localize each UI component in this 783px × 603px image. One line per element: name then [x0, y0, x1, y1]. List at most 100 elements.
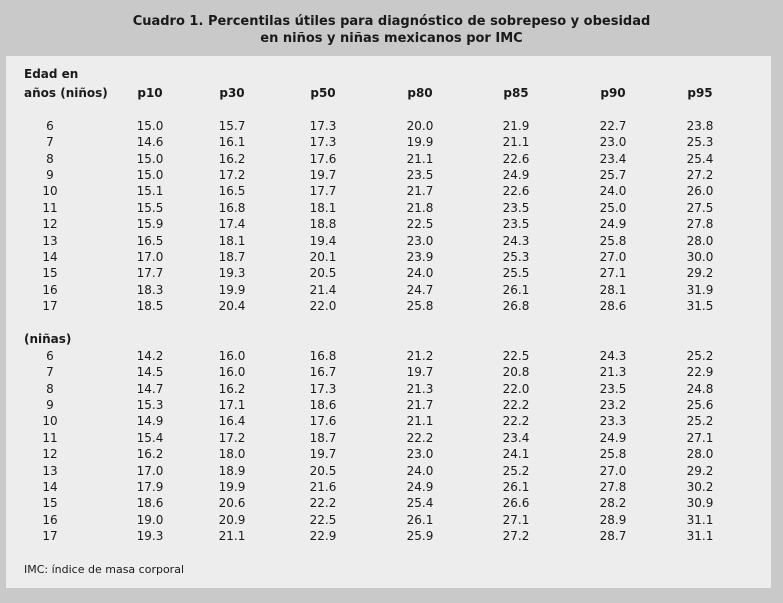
value-cell: 16.0	[218, 365, 246, 380]
value-cell: 23.5	[599, 381, 627, 396]
value-cell: 16.8	[218, 200, 246, 215]
value-cell: 21.7	[406, 184, 434, 199]
value-cell: 27.2	[686, 168, 714, 183]
value-cell: 22.5	[309, 512, 337, 527]
value-cell: 24.3	[502, 233, 530, 248]
value-cell: 19.0	[136, 512, 164, 527]
value-cell: 27.0	[599, 463, 627, 478]
value-cell: 19.9	[218, 479, 246, 494]
value-cell: 18.1	[218, 233, 246, 248]
value-cell: 20.4	[218, 298, 246, 313]
age-cell: 14	[42, 249, 58, 264]
value-cell: 14.9	[136, 414, 164, 429]
age-cell: 12	[42, 217, 58, 232]
value-cell: 24.9	[406, 479, 434, 494]
value-cell: 27.2	[502, 528, 530, 543]
value-cell: 14.6	[136, 135, 164, 150]
age-cell: 7	[46, 135, 54, 150]
value-cell: 16.5	[218, 184, 246, 199]
age-cell: 15	[42, 496, 58, 511]
value-cell: 27.1	[599, 266, 627, 281]
age-cell: 13	[42, 463, 58, 478]
value-cell: 21.1	[406, 414, 434, 429]
value-cell: 22.2	[502, 414, 530, 429]
age-cell: 7	[46, 365, 54, 380]
value-cell: 14.5	[136, 365, 164, 380]
value-cell: 26.6	[502, 496, 530, 511]
column-header: p90	[600, 86, 626, 100]
value-cell: 18.3	[136, 282, 164, 297]
value-cell: 15.7	[218, 119, 246, 133]
value-cell: 21.4	[309, 282, 337, 297]
value-cell: 16.1	[218, 135, 246, 150]
value-cell: 17.2	[218, 430, 246, 445]
value-cell: 21.1	[502, 135, 530, 150]
value-cell: 24.1	[502, 447, 530, 462]
value-cell: 25.2	[686, 414, 714, 429]
value-cell: 24.8	[686, 381, 714, 396]
value-cell: 16.5	[136, 233, 164, 248]
value-cell: 27.1	[502, 512, 530, 527]
value-cell: 25.8	[599, 447, 627, 462]
age-cell: 17	[42, 528, 58, 543]
value-cell: 16.2	[136, 447, 164, 462]
age-cell: 9	[46, 398, 54, 413]
value-cell: 21.3	[406, 381, 434, 396]
value-cell: 18.7	[309, 430, 337, 445]
value-cell: 21.6	[309, 479, 337, 494]
value-cell: 23.4	[502, 430, 530, 445]
value-cell: 16.7	[309, 365, 337, 380]
value-cell: 25.8	[599, 233, 627, 248]
value-cell: 19.7	[309, 447, 337, 462]
value-cell: 17.0	[136, 463, 164, 478]
value-cell: 23.5	[502, 200, 530, 215]
value-cell: 21.2	[406, 349, 434, 363]
value-cell: 17.6	[309, 414, 337, 429]
column-header: p10	[137, 86, 163, 100]
table-panel	[6, 56, 771, 588]
value-cell: 17.7	[136, 266, 164, 281]
value-cell: 17.0	[136, 249, 164, 264]
value-cell: 19.4	[309, 233, 337, 248]
value-cell: 25.4	[686, 151, 714, 166]
value-cell: 27.8	[599, 479, 627, 494]
value-cell: 15.1	[136, 184, 164, 199]
value-cell: 19.7	[406, 365, 434, 380]
value-cell: 18.8	[309, 217, 337, 232]
age-cell: 16	[42, 282, 58, 297]
value-cell: 23.5	[502, 217, 530, 232]
value-cell: 24.0	[406, 266, 434, 281]
value-cell: 31.1	[686, 512, 714, 527]
value-cell: 21.1	[406, 151, 434, 166]
value-cell: 15.0	[136, 168, 164, 183]
value-cell: 22.6	[502, 184, 530, 199]
value-cell: 18.6	[136, 496, 164, 511]
value-cell: 27.0	[599, 249, 627, 264]
value-cell: 17.2	[218, 168, 246, 183]
value-cell: 17.9	[136, 479, 164, 494]
age-cell: 6	[46, 349, 54, 363]
value-cell: 26.8	[502, 298, 530, 313]
value-cell: 25.4	[406, 496, 434, 511]
value-cell: 25.2	[686, 349, 714, 363]
value-cell: 25.3	[686, 135, 714, 150]
value-cell: 15.4	[136, 430, 164, 445]
value-cell: 24.7	[406, 282, 434, 297]
title: en niños y niñas mexicanos por IMC	[260, 31, 523, 46]
value-cell: 23.4	[599, 151, 627, 166]
value-cell: 22.2	[502, 398, 530, 413]
value-cell: 21.9	[502, 119, 530, 133]
value-cell: 30.9	[686, 496, 714, 511]
value-cell: 16.4	[218, 414, 246, 429]
value-cell: 19.3	[136, 528, 164, 543]
section-label: (niñas)	[24, 332, 72, 346]
footnote: IMC: índice de masa corporal	[24, 563, 184, 576]
value-cell: 22.2	[406, 430, 434, 445]
age-cell: 11	[42, 430, 58, 445]
value-cell: 22.7	[599, 119, 627, 133]
value-cell: 20.5	[309, 266, 337, 281]
value-cell: 25.3	[502, 249, 530, 264]
value-cell: 19.9	[406, 135, 434, 150]
value-cell: 18.7	[218, 249, 246, 264]
